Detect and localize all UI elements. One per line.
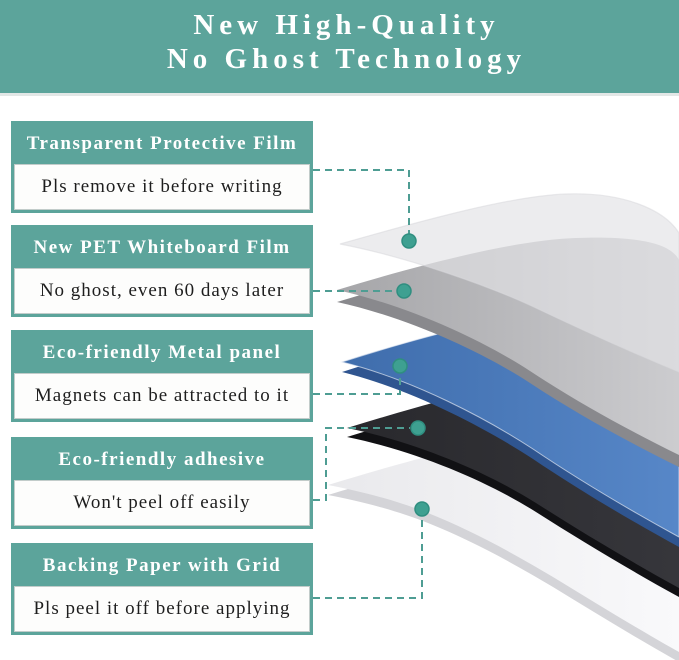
- connector-line-1: [313, 169, 410, 234]
- layer-marker-dot-1: [401, 233, 417, 249]
- block-description: Pls peel it off before applying: [14, 586, 310, 632]
- block-title: Transparent Protective Film: [26, 133, 298, 154]
- block-title: Eco-friendly adhesive: [58, 449, 266, 470]
- banner-line-1: New High-Quality: [193, 9, 500, 41]
- block-title: Backing Paper with Grid: [42, 555, 282, 576]
- banner-line-2: No Ghost Technology: [166, 43, 527, 75]
- layer-surface: [339, 193, 679, 373]
- block-title: Eco-friendly Metal panel: [42, 342, 282, 363]
- connector-line-5: [313, 517, 423, 599]
- layer-marker-dot-2: [396, 283, 412, 299]
- block-description: Magnets can be attracted to it: [14, 373, 310, 419]
- block-description: No ghost, even 60 days later: [14, 268, 310, 314]
- label-block-backing-paper: Backing Paper with Grid Pls peel it off …: [11, 543, 313, 635]
- block-title: New PET Whiteboard Film: [33, 237, 291, 258]
- layer-marker-dot-5: [414, 501, 430, 517]
- block-description: Pls remove it before writing: [14, 164, 310, 210]
- connector-line-4: [313, 427, 410, 501]
- layer-transparent-protective-film: [339, 193, 679, 373]
- label-block-pet-whiteboard-film: New PET Whiteboard Film No ghost, even 6…: [11, 225, 313, 317]
- layer-marker-dot-4: [410, 420, 426, 436]
- layer-markers: [392, 233, 430, 517]
- connector-line-3: [313, 374, 401, 395]
- connectors: [313, 169, 423, 599]
- banner: New High-Quality No Ghost Technology: [0, 0, 679, 96]
- label-block-adhesive: Eco-friendly adhesive Won't peel off eas…: [11, 437, 313, 529]
- block-description: Won't peel off easily: [14, 480, 310, 526]
- label-block-metal-panel: Eco-friendly Metal panel Magnets can be …: [11, 330, 313, 422]
- layer-marker-dot-3: [392, 358, 408, 374]
- label-block-transparent-protective-film: Transparent Protective Film Pls remove i…: [11, 121, 313, 213]
